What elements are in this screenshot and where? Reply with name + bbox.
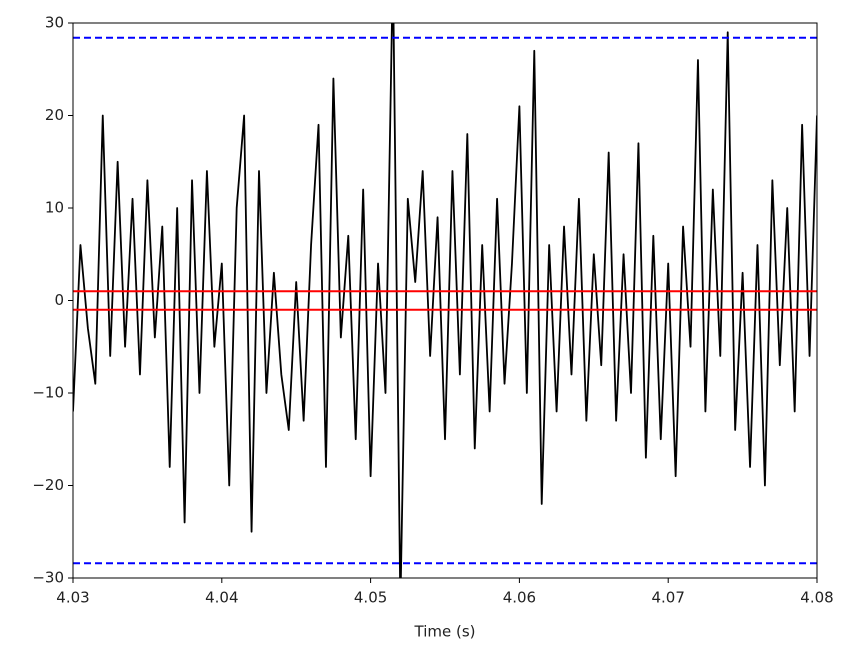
signal-line xyxy=(73,23,817,578)
x-tick-label: 4.06 xyxy=(503,589,536,607)
plot-area xyxy=(73,23,817,578)
x-tick-label: 4.08 xyxy=(800,589,833,607)
y-tick-label: 30 xyxy=(45,14,64,32)
y-tick-label: 20 xyxy=(45,106,64,124)
y-tick-label: −10 xyxy=(32,384,64,402)
y-tick-label: −30 xyxy=(32,569,64,587)
x-axis-label: Time (s) xyxy=(414,623,476,641)
y-tick-label: −20 xyxy=(32,476,64,494)
x-tick-label: 4.04 xyxy=(205,589,238,607)
y-tick-label: 0 xyxy=(54,291,64,309)
y-tick-label: 10 xyxy=(45,199,64,217)
x-tick-label: 4.07 xyxy=(651,589,684,607)
x-tick-label: 4.05 xyxy=(354,589,387,607)
x-tick-label: 4.03 xyxy=(56,589,89,607)
